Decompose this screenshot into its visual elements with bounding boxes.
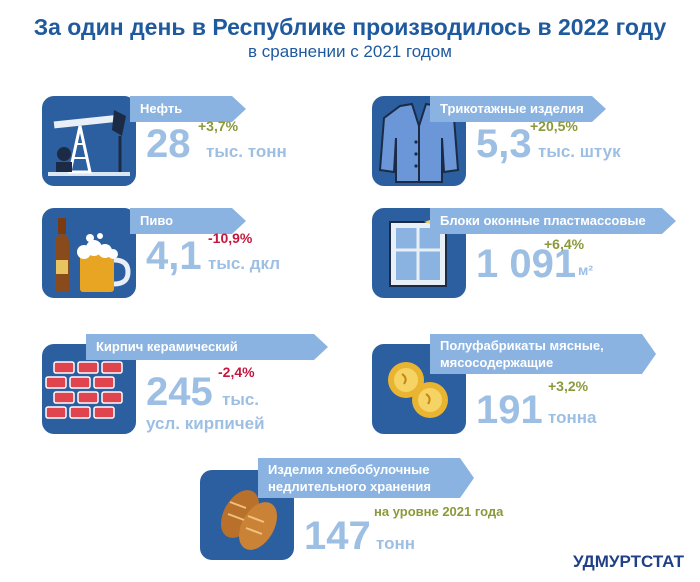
label-tag: Нефть bbox=[130, 96, 246, 122]
label-tag: Кирпич керамический bbox=[86, 334, 328, 360]
unit: м² bbox=[578, 262, 594, 278]
change: на уровне 2021 года bbox=[374, 504, 504, 519]
value: 147 bbox=[304, 514, 371, 558]
unit: тыс. тонн bbox=[206, 142, 287, 161]
card-beer: Пиво 4,1 тыс. дкл -10,9% bbox=[42, 208, 302, 300]
change: -10,9% bbox=[208, 230, 253, 246]
card-windows: Блоки оконные пластмассовые 1 091 м² +6,… bbox=[372, 208, 662, 300]
label-tag: Пиво bbox=[130, 208, 246, 234]
value: 245 bbox=[146, 370, 213, 414]
label-tag: Изделия хлебобулочные недлительного хран… bbox=[258, 458, 474, 498]
value: 4,1 bbox=[146, 234, 202, 278]
card-meat: Полуфабрикаты мясные, мясосодержащие 191… bbox=[372, 334, 662, 436]
label-line-2: недлительного хранения bbox=[268, 479, 431, 494]
label-tag: Блоки оконные пластмассовые bbox=[430, 208, 676, 234]
value: 28 bbox=[146, 122, 191, 166]
label-line-1: Полуфабрикаты мясные, bbox=[440, 338, 604, 353]
oil-pump-icon bbox=[42, 96, 136, 186]
unit: тыс. bbox=[222, 390, 260, 409]
unit: тонн bbox=[376, 534, 416, 553]
card-bricks: Кирпич керамический 245 тыс. усл. кирпич… bbox=[42, 334, 312, 436]
change: +20,5% bbox=[530, 118, 578, 134]
value: 191 bbox=[476, 388, 543, 432]
value: 1 091 bbox=[476, 242, 577, 286]
label-tag: Полуфабрикаты мясные, мясосодержащие bbox=[430, 334, 656, 374]
bricks-icon bbox=[42, 344, 136, 434]
change: -2,4% bbox=[218, 364, 255, 380]
card-oil: Нефть 28 тыс. тонн +3,7% bbox=[42, 96, 302, 188]
label-line-2: мясосодержащие bbox=[440, 355, 554, 370]
label-line-1: Изделия хлебобулочные bbox=[268, 462, 430, 477]
window-icon bbox=[372, 208, 466, 298]
unit: тонна bbox=[548, 408, 597, 427]
brand-logo-text: УДМУРТСТАТ bbox=[572, 552, 684, 571]
card-bread: Изделия хлебобулочные недлительного хран… bbox=[200, 458, 530, 562]
unit-secondary: усл. кирпичей bbox=[146, 414, 265, 433]
beer-icon bbox=[42, 208, 136, 298]
unit: тыс. штук bbox=[538, 142, 621, 161]
page-subtitle: в сравнении с 2021 годом bbox=[248, 42, 452, 61]
value: 5,3 bbox=[476, 122, 532, 166]
label-tag: Трикотажные изделия bbox=[430, 96, 606, 122]
page-title: За один день в Республике производилось … bbox=[33, 14, 667, 40]
change: +6,4% bbox=[544, 236, 585, 252]
card-knitwear: Трикотажные изделия 5,3 тыс. штук +20,5% bbox=[372, 96, 662, 188]
unit: тыс. дкл bbox=[208, 254, 281, 273]
change: +3,7% bbox=[198, 118, 239, 134]
change: +3,2% bbox=[548, 378, 589, 394]
